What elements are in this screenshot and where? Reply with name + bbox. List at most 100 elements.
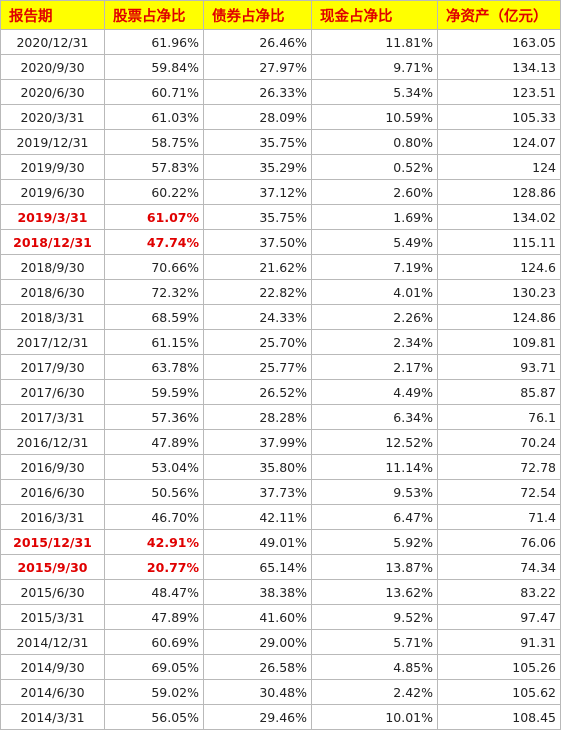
- report-period-cell: 2018/6/30: [0, 279, 105, 305]
- net-assets-cell: 130.23: [437, 279, 561, 305]
- report-period-cell: 2016/3/31: [0, 504, 105, 530]
- table-row: 2018/3/31 68.59% 24.33% 2.26% 124.86: [0, 304, 561, 330]
- bond-ratio-cell: 37.73%: [203, 479, 312, 505]
- cash-ratio-cell: 5.92%: [311, 529, 438, 555]
- stock-ratio-cell: 47.89%: [104, 604, 204, 630]
- net-assets-cell: 74.34: [437, 554, 561, 580]
- net-assets-cell: 108.45: [437, 704, 561, 730]
- report-period-cell: 2017/9/30: [0, 354, 105, 380]
- net-assets-cell: 85.87: [437, 379, 561, 405]
- report-period-cell: 2020/6/30: [0, 79, 105, 105]
- net-assets-cell: 91.31: [437, 629, 561, 655]
- allocation-table: 报告期 股票占净比 债券占净比 现金占净比 净资产（亿元） 2020/12/31…: [0, 0, 561, 730]
- bond-ratio-cell: 49.01%: [203, 529, 312, 555]
- bond-ratio-cell: 29.46%: [203, 704, 312, 730]
- bond-ratio-cell: 41.60%: [203, 604, 312, 630]
- net-assets-cell: 134.13: [437, 54, 561, 80]
- cash-ratio-cell: 5.34%: [311, 79, 438, 105]
- table-header: 报告期 股票占净比 债券占净比 现金占净比 净资产（亿元）: [0, 0, 561, 30]
- report-period-cell: 2020/9/30: [0, 54, 105, 80]
- table-row: 2016/3/31 46.70% 42.11% 6.47% 71.4: [0, 504, 561, 530]
- report-period-cell: 2018/9/30: [0, 254, 105, 280]
- bond-ratio-cell: 26.58%: [203, 654, 312, 680]
- net-assets-cell: 72.54: [437, 479, 561, 505]
- stock-ratio-cell: 68.59%: [104, 304, 204, 330]
- table-row: 2015/9/30 20.77% 65.14% 13.87% 74.34: [0, 554, 561, 580]
- cash-ratio-cell: 9.52%: [311, 604, 438, 630]
- cash-ratio-cell: 4.01%: [311, 279, 438, 305]
- bond-ratio-cell: 26.52%: [203, 379, 312, 405]
- table-row: 2018/6/30 72.32% 22.82% 4.01% 130.23: [0, 279, 561, 305]
- stock-ratio-cell: 53.04%: [104, 454, 204, 480]
- table-row: 2014/3/31 56.05% 29.46% 10.01% 108.45: [0, 704, 561, 730]
- stock-ratio-cell: 60.69%: [104, 629, 204, 655]
- report-period-cell: 2014/3/31: [0, 704, 105, 730]
- report-period-cell: 2018/3/31: [0, 304, 105, 330]
- table-row: 2014/12/31 60.69% 29.00% 5.71% 91.31: [0, 629, 561, 655]
- table-row: 2016/12/31 47.89% 37.99% 12.52% 70.24: [0, 429, 561, 455]
- report-period-cell: 2014/6/30: [0, 679, 105, 705]
- stock-ratio-cell: 59.59%: [104, 379, 204, 405]
- cash-ratio-cell: 9.71%: [311, 54, 438, 80]
- cash-ratio-cell: 2.34%: [311, 329, 438, 355]
- bond-ratio-cell: 38.38%: [203, 579, 312, 605]
- stock-ratio-cell: 58.75%: [104, 129, 204, 155]
- stock-ratio-cell: 20.77%: [104, 554, 204, 580]
- bond-ratio-cell: 35.75%: [203, 129, 312, 155]
- bond-ratio-cell: 25.70%: [203, 329, 312, 355]
- cash-ratio-cell: 6.47%: [311, 504, 438, 530]
- header-net-assets: 净资产（亿元）: [437, 0, 561, 30]
- table-row: 2014/9/30 69.05% 26.58% 4.85% 105.26: [0, 654, 561, 680]
- net-assets-cell: 97.47: [437, 604, 561, 630]
- report-period-cell: 2017/6/30: [0, 379, 105, 405]
- net-assets-cell: 115.11: [437, 229, 561, 255]
- report-period-cell: 2015/12/31: [0, 529, 105, 555]
- net-assets-cell: 124: [437, 154, 561, 180]
- cash-ratio-cell: 0.52%: [311, 154, 438, 180]
- bond-ratio-cell: 22.82%: [203, 279, 312, 305]
- stock-ratio-cell: 61.03%: [104, 104, 204, 130]
- bond-ratio-cell: 30.48%: [203, 679, 312, 705]
- table-body: 2020/12/31 61.96% 26.46% 11.81% 163.05 2020/9…: [0, 29, 561, 730]
- report-period-cell: 2019/6/30: [0, 179, 105, 205]
- report-period-cell: 2020/12/31: [0, 29, 105, 55]
- stock-ratio-cell: 61.96%: [104, 29, 204, 55]
- stock-ratio-cell: 70.66%: [104, 254, 204, 280]
- report-period-cell: 2016/9/30: [0, 454, 105, 480]
- stock-ratio-cell: 42.91%: [104, 529, 204, 555]
- report-period-cell: 2019/12/31: [0, 129, 105, 155]
- stock-ratio-cell: 59.02%: [104, 679, 204, 705]
- stock-ratio-cell: 63.78%: [104, 354, 204, 380]
- stock-ratio-cell: 72.32%: [104, 279, 204, 305]
- cash-ratio-cell: 2.42%: [311, 679, 438, 705]
- report-period-cell: 2017/3/31: [0, 404, 105, 430]
- table-row: 2020/9/30 59.84% 27.97% 9.71% 134.13: [0, 54, 561, 80]
- cash-ratio-cell: 13.87%: [311, 554, 438, 580]
- header-report-period: 报告期: [0, 0, 105, 30]
- bond-ratio-cell: 29.00%: [203, 629, 312, 655]
- report-period-cell: 2018/12/31: [0, 229, 105, 255]
- net-assets-cell: 134.02: [437, 204, 561, 230]
- stock-ratio-cell: 48.47%: [104, 579, 204, 605]
- net-assets-cell: 105.26: [437, 654, 561, 680]
- bond-ratio-cell: 26.33%: [203, 79, 312, 105]
- table-row: 2018/12/31 47.74% 37.50% 5.49% 115.11: [0, 229, 561, 255]
- table-row: 2016/6/30 50.56% 37.73% 9.53% 72.54: [0, 479, 561, 505]
- report-period-cell: 2019/9/30: [0, 154, 105, 180]
- cash-ratio-cell: 10.01%: [311, 704, 438, 730]
- bond-ratio-cell: 35.75%: [203, 204, 312, 230]
- report-period-cell: 2016/6/30: [0, 479, 105, 505]
- cash-ratio-cell: 10.59%: [311, 104, 438, 130]
- bond-ratio-cell: 25.77%: [203, 354, 312, 380]
- report-period-cell: 2015/6/30: [0, 579, 105, 605]
- cash-ratio-cell: 2.17%: [311, 354, 438, 380]
- cash-ratio-cell: 5.49%: [311, 229, 438, 255]
- table-row: 2019/12/31 58.75% 35.75% 0.80% 124.07: [0, 129, 561, 155]
- stock-ratio-cell: 60.22%: [104, 179, 204, 205]
- bond-ratio-cell: 37.99%: [203, 429, 312, 455]
- stock-ratio-cell: 69.05%: [104, 654, 204, 680]
- table-row: 2016/9/30 53.04% 35.80% 11.14% 72.78: [0, 454, 561, 480]
- bond-ratio-cell: 37.50%: [203, 229, 312, 255]
- table-row: 2019/6/30 60.22% 37.12% 2.60% 128.86: [0, 179, 561, 205]
- stock-ratio-cell: 59.84%: [104, 54, 204, 80]
